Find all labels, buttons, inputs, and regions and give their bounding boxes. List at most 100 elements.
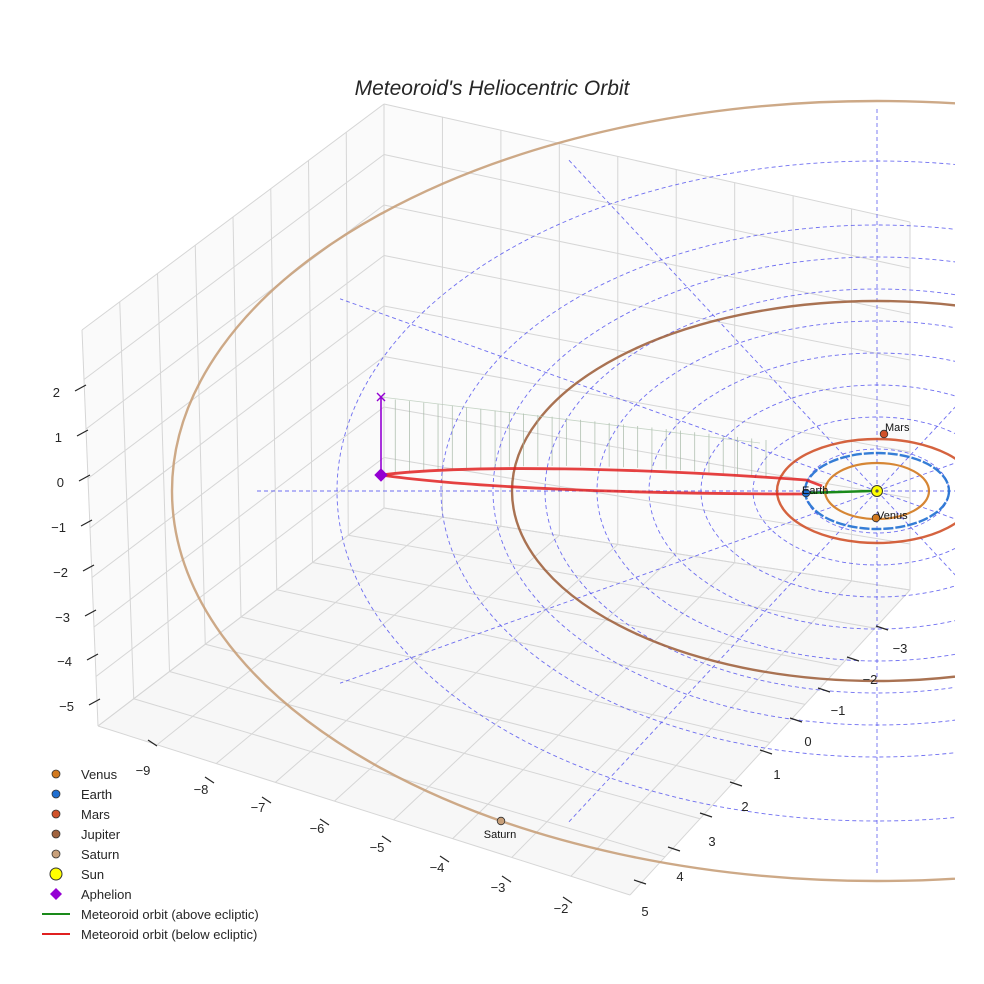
mars-orbit: [775, 437, 955, 545]
saturn-marker: [496, 816, 506, 826]
axis-tick-label: −5: [370, 840, 385, 855]
grid-line: [452, 562, 736, 840]
floor-pane: [98, 508, 910, 895]
axis-tick-mark: [439, 855, 450, 863]
legend-marker: [51, 769, 61, 779]
axis-tick-mark: [86, 653, 99, 661]
grid-line: [383, 507, 911, 591]
axis-tick-mark: [147, 739, 158, 747]
legend-item: Venus: [51, 767, 118, 782]
axis-tick-label: −6: [310, 821, 325, 836]
grid-line: [511, 571, 794, 858]
grid-line: [91, 356, 385, 578]
grid-line: [93, 406, 385, 628]
axes-panes: [82, 104, 910, 895]
axis-tick-label: −1: [831, 703, 846, 718]
ecliptic-spoke: [566, 157, 878, 492]
axis-tick-mark: [82, 564, 95, 572]
grid-line: [97, 725, 631, 896]
axis-ticks: 2 1 0 −1 −2 −3 −4 −5 −9 −8 −7 −6 −5 −4 −3 −2 −3 −2 −1 0 1 2 3 4…: [51, 384, 907, 919]
axis-tick-mark: [562, 896, 573, 904]
axis-tick-mark: [846, 656, 860, 662]
sun-center-dot: [875, 489, 879, 493]
grid-line: [81, 103, 385, 331]
axis-tick-mark: [875, 625, 889, 631]
legend-label: Venus: [81, 767, 118, 782]
legend-label: Sun: [81, 867, 104, 882]
axis-tick-mark: [88, 698, 101, 706]
grid-line: [215, 525, 502, 764]
legend-marker: [51, 809, 61, 819]
grid-line: [97, 507, 385, 727]
meteoroid-orbit-below: [380, 473, 807, 496]
axis-tick-label: 4: [676, 869, 683, 884]
axis-tick-label: −8: [194, 782, 209, 797]
grid-line: [570, 580, 852, 877]
axis-tick-label: −3: [491, 880, 506, 895]
legend-label: Mars: [81, 807, 110, 822]
legend-label: Earth: [81, 787, 112, 802]
grid-line: [95, 457, 385, 677]
axis-tick-label: −3: [55, 610, 70, 625]
axis-tick-label: −2: [53, 565, 68, 580]
legend-label: Jupiter: [81, 827, 121, 842]
grid-line: [87, 255, 385, 479]
legend-item: Jupiter: [51, 827, 121, 842]
legend-item: Mars: [51, 807, 110, 822]
meteoroid-orbit: [380, 396, 872, 496]
legend-marker: [49, 867, 63, 881]
grid-line: [205, 643, 736, 782]
axis-tick-mark: [729, 781, 743, 787]
saturn-orbit: [171, 99, 955, 883]
axis-tick-label: −1: [51, 520, 66, 535]
grid-line: [169, 671, 701, 820]
mars-label: Mars: [885, 422, 910, 434]
axis-tick-mark: [84, 609, 97, 617]
axis-tick-label: 1: [773, 767, 780, 782]
chart-title: Meteoroid's Heliocentric Orbit: [355, 77, 631, 100]
venus-marker: [871, 513, 881, 523]
legend-marker: [51, 849, 61, 859]
jupiter-orbit: [510, 299, 955, 683]
grid-line: [275, 534, 560, 783]
grid-line: [334, 544, 619, 802]
grid-line: [83, 154, 385, 380]
legend-item: Sun: [49, 867, 104, 882]
axis-tick-label: −2: [554, 901, 569, 916]
meteoroid-orbit-above: [805, 489, 872, 495]
axis-tick-mark: [789, 717, 803, 723]
legend-marker: [51, 789, 61, 799]
axis-tick-mark: [501, 875, 512, 883]
grid-line: [383, 457, 911, 545]
axis-tick-label: 0: [57, 475, 64, 490]
axis-tick-mark: [759, 749, 773, 755]
axis-tick-label: −4: [57, 654, 72, 669]
axis-tick-mark: [667, 846, 681, 852]
mars-marker: [879, 429, 889, 439]
grid-line: [383, 204, 911, 315]
grid-line: [383, 154, 911, 269]
axis-tick-mark: [80, 519, 93, 527]
aphelion-elevation-marker: [376, 392, 386, 402]
earth-marker: [801, 488, 811, 498]
axis-tick-mark: [699, 812, 713, 818]
box-grid: [81, 103, 911, 896]
grid-line: [629, 589, 911, 896]
grid-line: [383, 406, 911, 499]
legend-label: Aphelion: [81, 887, 132, 902]
legend-label: Meteoroid orbit (above ecliptic): [81, 907, 259, 922]
axis-tick-label: −2: [863, 672, 878, 687]
axis-tick-label: 0: [804, 734, 811, 749]
axis-tick-mark: [381, 835, 392, 843]
aphelion-marker: [374, 468, 388, 482]
axis-tick-label: −7: [251, 800, 266, 815]
axis-tick-label: 2: [741, 799, 748, 814]
legend-marker: [51, 829, 61, 839]
legend-item: Meteoroid orbit (below ecliptic): [42, 927, 257, 942]
grid-line: [240, 616, 771, 743]
ecliptic-spoke: [566, 490, 878, 825]
legend-item: Meteoroid orbit (above ecliptic): [42, 907, 259, 922]
legend-item: Earth: [51, 787, 112, 802]
legend-label: Meteoroid orbit (below ecliptic): [81, 927, 257, 942]
earth-label: Earth: [802, 485, 828, 497]
